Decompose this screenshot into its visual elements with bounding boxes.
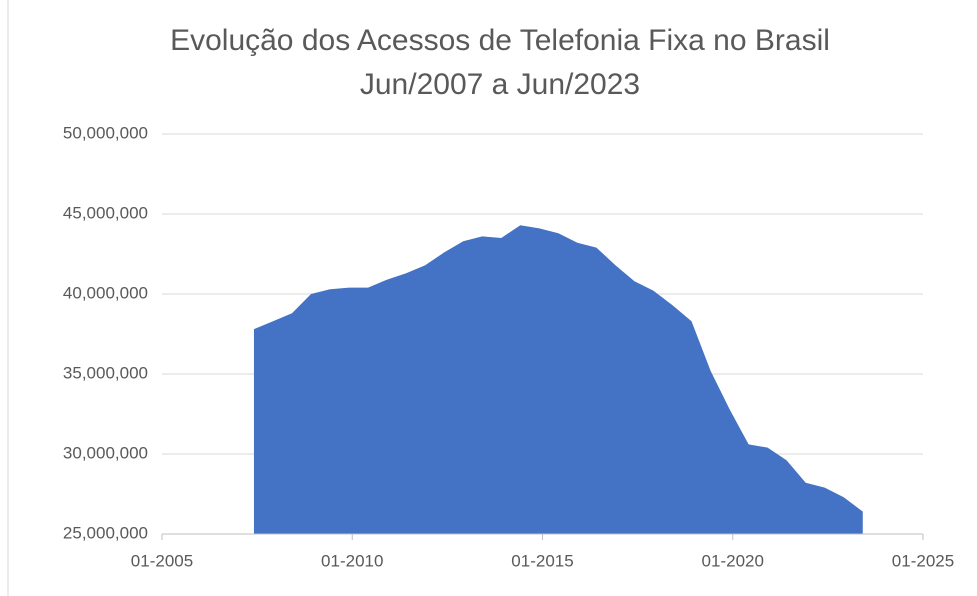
chart-title: Evolução dos Acessos de Telefonia Fixa n… [170,24,830,57]
x-tick-label: 01-2005 [131,551,193,570]
x-tick-label: 01-2020 [702,551,764,570]
x-tick-label: 01-2025 [892,551,954,570]
y-tick-label: 50,000,000 [63,123,148,142]
y-tick-label: 30,000,000 [63,443,148,462]
x-tick-label: 01-2015 [511,551,573,570]
area [253,225,863,534]
chart-subtitle: Jun/2007 a Jun/2023 [360,68,640,101]
y-tick-label: 25,000,000 [63,523,148,542]
y-tick-label: 40,000,000 [63,283,148,302]
x-tick-label: 01-2010 [321,551,383,570]
y-tick-label: 35,000,000 [63,363,148,382]
y-tick-label: 45,000,000 [63,203,148,222]
